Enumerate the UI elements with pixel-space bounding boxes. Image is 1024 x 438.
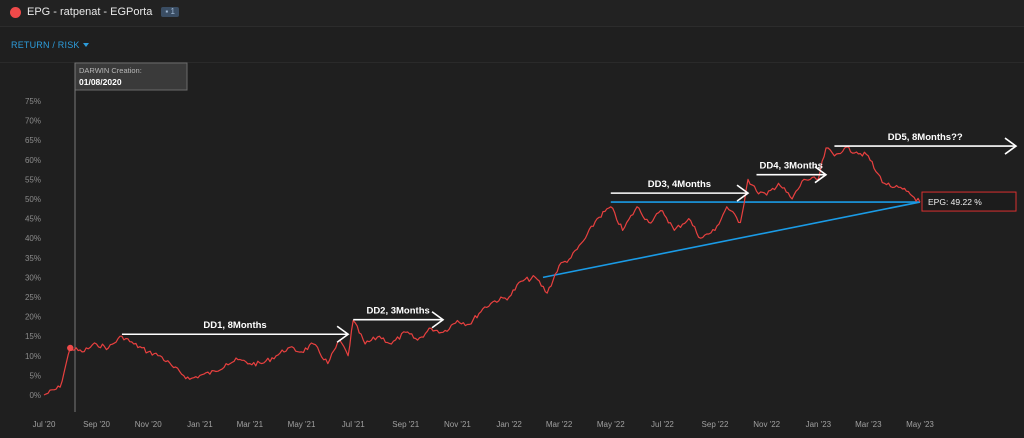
drawdown-label: DD1, 8Months (203, 320, 266, 331)
creation-date: 01/08/2020 (79, 77, 122, 87)
y-tick-label: 35% (25, 254, 41, 263)
x-tick-label: Nov '21 (444, 420, 471, 429)
y-tick-label: 45% (25, 215, 41, 224)
y-axis: 0% 5% 10% 15% 20% 25% 30% 35% 40% 45% 50% 55% 60% 65%… (25, 97, 41, 400)
x-tick-label: May '21 (288, 420, 316, 429)
y-tick-label: 65% (25, 136, 41, 145)
drawdown-label: DD5, 8Months?? (888, 132, 963, 143)
y-tick-label: 50% (25, 195, 41, 204)
x-tick-label: Mar '21 (237, 420, 264, 429)
arrow-head-icon (336, 325, 350, 343)
x-tick-label: Jul '21 (342, 420, 365, 429)
current-value-box (921, 191, 1017, 212)
x-tick-label: May '23 (906, 420, 934, 429)
y-tick-label: 40% (25, 234, 41, 243)
x-tick-label: Jan '23 (806, 420, 832, 429)
y-tick-label: 20% (25, 313, 41, 322)
trendline (542, 201, 921, 279)
x-tick-label: Jan '22 (496, 420, 522, 429)
x-tick-label: Jan '21 (187, 420, 213, 429)
y-tick-label: 30% (25, 273, 41, 282)
x-tick-label: Jul '22 (651, 420, 674, 429)
x-tick-label: May '22 (597, 420, 625, 429)
window-title: EPG - ratpenat - EGPorta ▪ 1 (27, 6, 179, 18)
x-tick-label: Mar '23 (855, 420, 882, 429)
creation-marker: DARWIN Creation: 01/08/2020 (74, 62, 188, 412)
return-risk-label: RETURN / RISK (11, 40, 80, 50)
equity-line (43, 146, 921, 396)
drawdown-label: DD3, 4Months (648, 179, 711, 190)
return-risk-dropdown[interactable]: RETURN / RISK (11, 40, 89, 50)
x-tick-label: Jul '20 (33, 420, 56, 429)
x-tick-label: Sep '22 (702, 420, 729, 429)
window-title-text: EPG - ratpenat - EGPorta (27, 6, 153, 18)
title-bar: EPG - ratpenat - EGPorta ▪ 1 (0, 0, 1024, 27)
x-tick-label: Sep '21 (392, 420, 419, 429)
y-tick-label: 55% (25, 175, 41, 184)
status-dot-icon (10, 7, 21, 18)
current-value-label: EPG: 49.22 % (928, 197, 982, 207)
arrow-head-icon (431, 311, 445, 329)
y-tick-label: 15% (25, 332, 41, 341)
y-tick-label: 60% (25, 156, 41, 165)
info-badge-icon[interactable]: ▪ 1 (161, 7, 179, 17)
y-tick-label: 75% (25, 97, 41, 106)
x-tick-label: Sep '20 (83, 420, 110, 429)
x-tick-label: Mar '22 (546, 420, 573, 429)
drawdown-label: DD4, 3Months (760, 161, 823, 172)
x-tick-label: Nov '22 (753, 420, 780, 429)
y-tick-label: 10% (25, 352, 41, 361)
x-tick-label: Nov '20 (135, 420, 162, 429)
arrow-head-icon (814, 166, 828, 184)
y-tick-label: 5% (29, 371, 41, 380)
menu-row: RETURN / RISK (0, 26, 1024, 63)
y-tick-label: 0% (29, 391, 41, 400)
y-tick-label: 25% (25, 293, 41, 302)
creation-point[interactable] (67, 344, 74, 352)
arrow-head-icon (1004, 137, 1018, 155)
y-tick-label: 70% (25, 117, 41, 126)
annotations: EPG: 49.22 % DD1, 8Months DD2, 3Months DD3,… (121, 132, 1018, 343)
creation-label: DARWIN Creation: (79, 66, 142, 75)
x-axis: Jul '20 Sep '20 Nov '20 Jan '21 Mar '21 May '… (33, 420, 935, 429)
chevron-down-icon (82, 43, 89, 47)
drawdown-label: DD2, 3Months (366, 306, 429, 317)
plot-area (43, 146, 921, 396)
arrow-head-icon (736, 184, 750, 202)
